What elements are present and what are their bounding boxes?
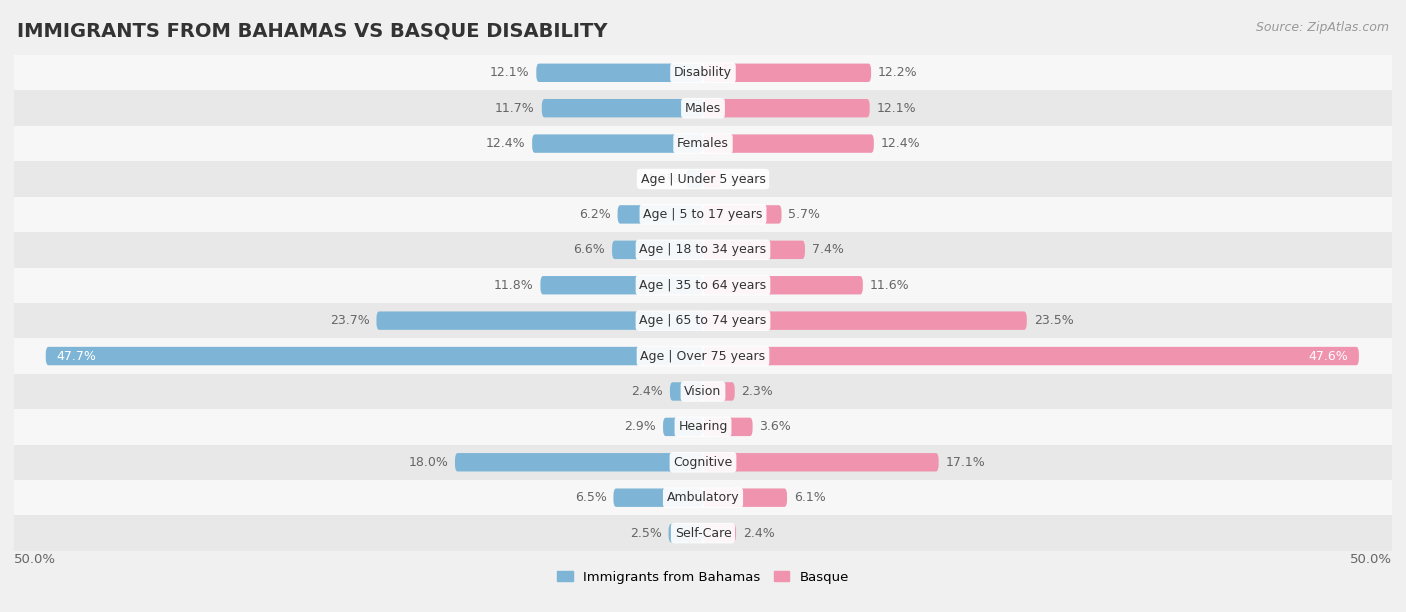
FancyBboxPatch shape bbox=[703, 417, 752, 436]
Bar bbox=[14, 267, 1392, 303]
Text: 2.4%: 2.4% bbox=[631, 385, 664, 398]
Bar bbox=[14, 303, 1392, 338]
FancyBboxPatch shape bbox=[669, 524, 703, 542]
Text: 7.4%: 7.4% bbox=[811, 244, 844, 256]
Text: Age | 5 to 17 years: Age | 5 to 17 years bbox=[644, 208, 762, 221]
Text: Age | Over 75 years: Age | Over 75 years bbox=[641, 349, 765, 362]
FancyBboxPatch shape bbox=[703, 382, 735, 401]
Text: 50.0%: 50.0% bbox=[14, 553, 56, 566]
Text: 3.6%: 3.6% bbox=[759, 420, 792, 433]
Legend: Immigrants from Bahamas, Basque: Immigrants from Bahamas, Basque bbox=[551, 565, 855, 589]
Text: Females: Females bbox=[678, 137, 728, 150]
FancyBboxPatch shape bbox=[46, 347, 703, 365]
Text: 2.9%: 2.9% bbox=[624, 420, 657, 433]
Text: Ambulatory: Ambulatory bbox=[666, 491, 740, 504]
FancyBboxPatch shape bbox=[703, 488, 787, 507]
Bar bbox=[14, 196, 1392, 232]
Bar bbox=[14, 126, 1392, 162]
Bar bbox=[14, 480, 1392, 515]
Text: Age | 65 to 74 years: Age | 65 to 74 years bbox=[640, 314, 766, 327]
Bar bbox=[14, 162, 1392, 196]
FancyBboxPatch shape bbox=[540, 276, 703, 294]
Bar bbox=[14, 409, 1392, 444]
FancyBboxPatch shape bbox=[377, 312, 703, 330]
FancyBboxPatch shape bbox=[703, 99, 870, 118]
Text: Age | 18 to 34 years: Age | 18 to 34 years bbox=[640, 244, 766, 256]
FancyBboxPatch shape bbox=[703, 205, 782, 223]
Text: 1.2%: 1.2% bbox=[648, 173, 679, 185]
Text: 17.1%: 17.1% bbox=[945, 456, 986, 469]
FancyBboxPatch shape bbox=[669, 382, 703, 401]
Text: 1.3%: 1.3% bbox=[728, 173, 759, 185]
Bar bbox=[14, 338, 1392, 374]
Bar bbox=[14, 515, 1392, 551]
FancyBboxPatch shape bbox=[703, 312, 1026, 330]
Text: 12.4%: 12.4% bbox=[485, 137, 526, 150]
Text: Age | Under 5 years: Age | Under 5 years bbox=[641, 173, 765, 185]
Text: 6.1%: 6.1% bbox=[794, 491, 825, 504]
FancyBboxPatch shape bbox=[703, 276, 863, 294]
Bar bbox=[14, 55, 1392, 91]
Text: 2.4%: 2.4% bbox=[742, 526, 775, 540]
Bar bbox=[14, 374, 1392, 409]
Text: Self-Care: Self-Care bbox=[675, 526, 731, 540]
Bar bbox=[14, 444, 1392, 480]
Text: Cognitive: Cognitive bbox=[673, 456, 733, 469]
Text: 6.6%: 6.6% bbox=[574, 244, 605, 256]
Text: 23.5%: 23.5% bbox=[1033, 314, 1073, 327]
Text: 2.3%: 2.3% bbox=[741, 385, 773, 398]
FancyBboxPatch shape bbox=[664, 417, 703, 436]
Text: Source: ZipAtlas.com: Source: ZipAtlas.com bbox=[1256, 21, 1389, 34]
FancyBboxPatch shape bbox=[703, 241, 806, 259]
Text: Vision: Vision bbox=[685, 385, 721, 398]
Text: 47.7%: 47.7% bbox=[56, 349, 97, 362]
FancyBboxPatch shape bbox=[703, 64, 872, 82]
Text: 11.6%: 11.6% bbox=[870, 278, 910, 292]
FancyBboxPatch shape bbox=[612, 241, 703, 259]
FancyBboxPatch shape bbox=[613, 488, 703, 507]
Text: Hearing: Hearing bbox=[678, 420, 728, 433]
Text: 2.5%: 2.5% bbox=[630, 526, 662, 540]
FancyBboxPatch shape bbox=[703, 135, 875, 153]
FancyBboxPatch shape bbox=[703, 453, 939, 471]
Text: Age | 35 to 64 years: Age | 35 to 64 years bbox=[640, 278, 766, 292]
Text: 11.8%: 11.8% bbox=[494, 278, 533, 292]
FancyBboxPatch shape bbox=[531, 135, 703, 153]
FancyBboxPatch shape bbox=[617, 205, 703, 223]
Text: 23.7%: 23.7% bbox=[330, 314, 370, 327]
FancyBboxPatch shape bbox=[686, 170, 703, 188]
Text: Disability: Disability bbox=[673, 66, 733, 80]
Text: 11.7%: 11.7% bbox=[495, 102, 534, 114]
Text: 12.1%: 12.1% bbox=[489, 66, 530, 80]
Text: 50.0%: 50.0% bbox=[1350, 553, 1392, 566]
Text: 12.1%: 12.1% bbox=[876, 102, 917, 114]
FancyBboxPatch shape bbox=[456, 453, 703, 471]
Text: 18.0%: 18.0% bbox=[408, 456, 449, 469]
FancyBboxPatch shape bbox=[703, 347, 1358, 365]
Text: 5.7%: 5.7% bbox=[789, 208, 821, 221]
FancyBboxPatch shape bbox=[536, 64, 703, 82]
Bar bbox=[14, 91, 1392, 126]
Text: 12.4%: 12.4% bbox=[880, 137, 921, 150]
FancyBboxPatch shape bbox=[541, 99, 703, 118]
FancyBboxPatch shape bbox=[703, 524, 737, 542]
Text: 6.5%: 6.5% bbox=[575, 491, 606, 504]
Text: IMMIGRANTS FROM BAHAMAS VS BASQUE DISABILITY: IMMIGRANTS FROM BAHAMAS VS BASQUE DISABI… bbox=[17, 21, 607, 40]
Text: 12.2%: 12.2% bbox=[877, 66, 918, 80]
Text: Males: Males bbox=[685, 102, 721, 114]
Text: 6.2%: 6.2% bbox=[579, 208, 610, 221]
FancyBboxPatch shape bbox=[703, 170, 721, 188]
Bar bbox=[14, 232, 1392, 267]
Text: 47.6%: 47.6% bbox=[1308, 349, 1348, 362]
